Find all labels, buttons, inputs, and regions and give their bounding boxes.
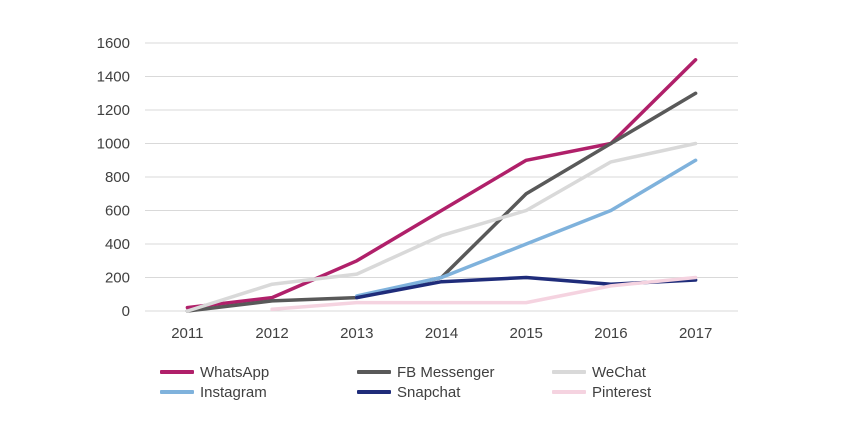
legend-label: FB Messenger xyxy=(397,363,495,381)
y-tick-label: 1200 xyxy=(97,102,130,119)
y-tick-label: 1400 xyxy=(97,69,130,86)
legend-item-instagram: Instagram xyxy=(160,382,267,402)
legend-label: Snapchat xyxy=(397,383,461,401)
legend-swatch xyxy=(160,390,194,394)
legend-swatch xyxy=(357,370,391,374)
legend-swatch xyxy=(160,370,194,374)
legend-label: WhatsApp xyxy=(200,363,270,381)
legend-item-whatsapp: WhatsApp xyxy=(160,362,269,382)
y-tick-label: 200 xyxy=(105,270,130,287)
x-tick-label: 2013 xyxy=(340,325,373,342)
series-line-whatsapp xyxy=(185,58,698,310)
y-tick-label: 1000 xyxy=(97,136,130,153)
x-tick-label: 2012 xyxy=(255,325,288,342)
series-line-snapchat xyxy=(355,275,698,300)
y-tick-label: 1600 xyxy=(97,35,130,52)
legend-item-snapchat: Snapchat xyxy=(357,382,460,402)
series-line-pinterest xyxy=(270,275,698,312)
legend-label: WeChat xyxy=(592,363,646,381)
x-tick-label: 2017 xyxy=(679,325,712,342)
x-tick-label: 2016 xyxy=(594,325,627,342)
series-line-instagram xyxy=(355,158,698,298)
series-line-wechat xyxy=(185,141,698,313)
legend-swatch xyxy=(552,370,586,374)
legend-swatch xyxy=(552,390,586,394)
y-tick-label: 0 xyxy=(122,303,130,320)
line-chart: 0 200 400 600 800 1000 1200 1400 1600 2011 2012 201… xyxy=(97,35,738,342)
y-tick-label: 400 xyxy=(105,236,130,253)
x-tick-label: 2014 xyxy=(425,325,458,342)
legend-item-wechat: WeChat xyxy=(552,362,646,382)
y-tick-label: 600 xyxy=(105,203,130,220)
legend-label: Pinterest xyxy=(592,383,652,401)
legend-label: Instagram xyxy=(200,383,267,401)
legend-item-pinterest: Pinterest xyxy=(552,382,651,402)
y-tick-label: 800 xyxy=(105,169,130,186)
x-tick-label: 2011 xyxy=(171,325,203,342)
legend-item-fb-messenger: FB Messenger xyxy=(357,362,495,382)
legend-swatch xyxy=(357,390,391,394)
x-tick-label: 2015 xyxy=(510,325,543,342)
